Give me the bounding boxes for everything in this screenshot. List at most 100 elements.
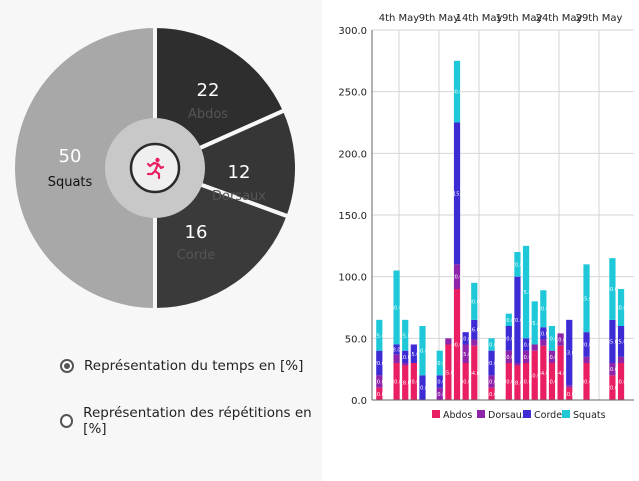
pie-slice-dorsaux[interactable] [149, 107, 299, 220]
bar-segment-abdos[interactable] [453, 289, 461, 400]
bar-segment-dorsaux[interactable] [376, 375, 383, 388]
bar-segment-dorsaux[interactable] [453, 264, 461, 289]
bar-value-label: 44.0 [469, 371, 480, 377]
bar-value-label: 30.0 [581, 380, 592, 386]
bar-segment-corde[interactable] [402, 350, 409, 363]
pie-slice-squats[interactable] [11, 23, 157, 313]
bar-segment-abdos[interactable] [410, 363, 417, 400]
left-panel: 22 Abdos 12 Dorsaux 16 Corde 50 Squats Représen… [0, 0, 318, 481]
bar-segment-abdos[interactable] [471, 345, 478, 400]
bar-segment-abdos[interactable] [505, 363, 512, 400]
bar-segment-abdos[interactable] [393, 363, 400, 400]
bar-segment-dorsaux[interactable] [445, 338, 452, 345]
option-time[interactable]: Représentation du temps en [%] [60, 358, 303, 374]
bar-value-label: 20.0 [512, 262, 523, 268]
bar-segment-corde[interactable] [419, 375, 426, 400]
bar-segment-abdos[interactable] [617, 363, 625, 400]
bar-segment-squats[interactable] [419, 326, 426, 376]
bar-segment-corde[interactable] [566, 319, 573, 386]
bar-segment-dorsaux[interactable] [557, 333, 564, 346]
bar-value-label: 90.0 [451, 343, 462, 349]
bar-segment-squats[interactable] [531, 301, 538, 345]
bar-segment-corde[interactable] [410, 344, 417, 364]
bar-segment-abdos[interactable] [557, 345, 564, 400]
bar-segment-dorsaux[interactable] [566, 385, 573, 388]
bar-segment-dorsaux[interactable] [393, 354, 400, 363]
center-button[interactable] [129, 142, 181, 194]
bar-segment-squats[interactable] [436, 350, 443, 376]
bar-segment-dorsaux[interactable] [617, 356, 625, 363]
legend-swatch-squats [562, 410, 570, 418]
bar-segment-corde[interactable] [393, 344, 400, 355]
bar-segment-dorsaux[interactable] [505, 350, 512, 363]
bar-segment-abdos[interactable] [609, 375, 616, 400]
bar-segment-corde[interactable] [617, 326, 625, 357]
bar-segment-abdos[interactable] [445, 344, 452, 401]
bar-segment-squats[interactable] [548, 326, 556, 351]
pie-label-abdos: Abdos [188, 107, 228, 122]
bar-value-label: 20.0 [581, 343, 592, 349]
bar-segment-abdos[interactable] [548, 363, 556, 400]
bar-segment-abdos[interactable] [488, 387, 495, 400]
bar-segment-corde[interactable] [488, 350, 495, 376]
bar-segment-abdos[interactable] [540, 345, 547, 400]
bar-segment-dorsaux[interactable] [436, 387, 443, 400]
bar-segment-abdos[interactable] [402, 365, 409, 400]
bar-segment-squats[interactable] [453, 60, 461, 123]
bar-segment-dorsaux[interactable] [531, 344, 538, 351]
bar-segment-squats[interactable] [540, 290, 547, 328]
bar-segment-corde[interactable] [505, 326, 512, 351]
bar-segment-dorsaux[interactable] [609, 363, 616, 376]
bar-segment-dorsaux[interactable] [471, 339, 478, 346]
bar-segment-squats[interactable] [471, 282, 478, 320]
bar-segment-dorsaux[interactable] [488, 375, 495, 388]
bar-segment-dorsaux[interactable] [514, 363, 521, 366]
bar-segment-squats[interactable] [522, 245, 530, 339]
bar-segment-squats[interactable] [488, 338, 495, 351]
bar-value-label: 10.0 [460, 336, 471, 342]
radio-time[interactable] [60, 359, 74, 373]
radio-reps[interactable] [60, 414, 74, 428]
bar-segment-corde[interactable] [462, 332, 469, 345]
bar-segment-dorsaux[interactable] [540, 339, 547, 346]
bar-segment-abdos[interactable] [376, 387, 383, 400]
stacked-bar-chart[interactable]: 10.010.020.025.030.08.060.028.010.025.03… [322, 0, 639, 481]
bar-segment-dorsaux[interactable] [522, 350, 530, 363]
bar-segment-dorsaux[interactable] [548, 350, 556, 363]
bar-segment-dorsaux[interactable] [583, 356, 590, 363]
bar-segment-abdos[interactable] [522, 363, 530, 400]
bar-segment-corde[interactable] [514, 276, 521, 363]
bar-segment-corde[interactable] [540, 327, 547, 340]
y-tick-label: 200.0 [338, 149, 367, 160]
bar-segment-corde[interactable] [609, 319, 616, 363]
bar-segment-corde[interactable] [583, 332, 590, 357]
bar-segment-squats[interactable] [376, 319, 383, 351]
donut-chart[interactable]: 22 Abdos 12 Dorsaux 16 Corde 50 Squats [0, 0, 318, 340]
bar-segment-corde[interactable] [522, 338, 530, 351]
bar-value-label: 20.0 [546, 336, 557, 342]
bar-segment-squats[interactable] [609, 258, 616, 320]
bar-segment-squats[interactable] [583, 264, 590, 333]
bar-segment-dorsaux[interactable] [462, 344, 469, 364]
bar-value-label: 30.0 [538, 307, 549, 313]
legend-swatch-abdos [432, 410, 440, 418]
bar-segment-squats[interactable] [393, 270, 400, 345]
bar-segment-squats[interactable] [505, 313, 512, 326]
bar-segment-corde[interactable] [453, 122, 461, 265]
bar-segment-squats[interactable] [514, 252, 521, 277]
bar-segment-squats[interactable] [617, 289, 625, 326]
bar-segment-abdos[interactable] [566, 387, 573, 400]
bar-segment-corde[interactable] [471, 319, 478, 340]
bar-value-label: 16.0 [469, 328, 480, 334]
bar-segment-dorsaux[interactable] [402, 363, 409, 366]
bar-segment-corde[interactable] [376, 350, 383, 376]
bar-segment-abdos[interactable] [462, 363, 469, 400]
bar-segment-corde[interactable] [436, 375, 443, 388]
bar-segment-abdos[interactable] [514, 365, 521, 400]
bar-segment-abdos[interactable] [531, 350, 538, 400]
pie-value-corde: 16 [185, 222, 208, 243]
bar-value-label: 30.0 [460, 380, 471, 386]
bar-segment-abdos[interactable] [583, 363, 590, 400]
option-reps[interactable]: Représentation des répétitions en [%] [60, 405, 318, 437]
bar-segment-squats[interactable] [402, 319, 409, 351]
